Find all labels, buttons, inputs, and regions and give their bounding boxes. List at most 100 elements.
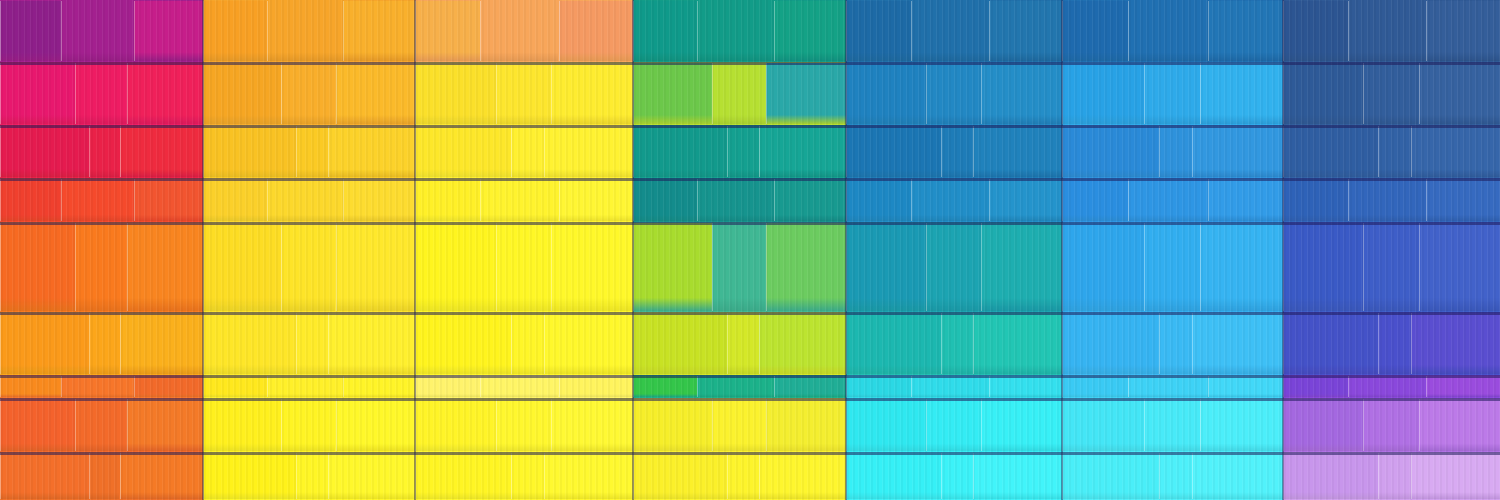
color-cell: [1363, 63, 1418, 124]
color-cell: [727, 313, 759, 374]
color-cell: [697, 179, 774, 221]
color-column-magenta-red-orange: [0, 0, 203, 500]
band-separator: [633, 125, 846, 128]
band-separator: [846, 62, 1062, 65]
color-cell: [846, 313, 941, 374]
color-cell: [1062, 376, 1128, 397]
color-cell: [712, 223, 766, 311]
color-cell: [559, 1, 633, 61]
band-separator: [0, 178, 203, 181]
color-cell: [203, 126, 296, 177]
color-band: [633, 0, 846, 62]
band-separator: [415, 222, 633, 225]
band-separator: [633, 178, 846, 181]
color-cell: [774, 179, 846, 221]
band-separator: [0, 452, 203, 455]
color-cell: [496, 63, 552, 124]
color-band: [1283, 222, 1500, 312]
color-cell: [633, 1, 697, 61]
band-separator: [1283, 125, 1500, 128]
color-band: [1283, 452, 1500, 500]
color-cell: [1192, 453, 1283, 499]
color-cell: [1411, 126, 1500, 177]
color-band: [415, 62, 633, 125]
color-band: [0, 312, 203, 375]
color-cell: [415, 399, 496, 451]
color-cell: [544, 313, 633, 374]
color-cell: [1062, 313, 1159, 374]
color-band: [0, 178, 203, 222]
color-band: [1283, 0, 1500, 62]
color-cell: [0, 1, 61, 61]
color-cell: [415, 63, 496, 124]
color-cell: [1062, 1, 1128, 61]
color-cell: [0, 376, 61, 397]
color-cell: [633, 399, 712, 451]
color-band: [0, 375, 203, 398]
color-band: [633, 178, 846, 222]
color-cell: [1411, 453, 1500, 499]
color-cell: [1159, 313, 1192, 374]
band-separator: [633, 312, 846, 315]
color-band: [633, 452, 846, 500]
color-band: [0, 0, 203, 62]
color-cell: [941, 313, 973, 374]
band-separator: [846, 312, 1062, 315]
color-cell: [75, 399, 127, 451]
color-cell: [89, 313, 119, 374]
color-cell: [1419, 399, 1500, 451]
color-cell: [633, 313, 727, 374]
color-band: [1283, 62, 1500, 125]
color-cell: [697, 376, 774, 397]
color-band: [203, 0, 415, 62]
band-separator: [203, 312, 415, 315]
band-separator: [0, 375, 203, 378]
color-cell: [267, 1, 343, 61]
band-separator: [1283, 312, 1500, 315]
color-cell: [633, 376, 697, 397]
color-band: [846, 312, 1062, 375]
color-cell: [336, 399, 415, 451]
color-cell: [846, 63, 926, 124]
column-divider: [202, 0, 204, 500]
color-cell: [1348, 1, 1426, 61]
color-cell: [973, 453, 1062, 499]
color-cell: [127, 63, 203, 124]
band-separator: [0, 125, 203, 128]
color-cell: [633, 223, 712, 311]
color-cell: [203, 63, 281, 124]
band-separator: [203, 222, 415, 225]
band-separator: [1062, 375, 1283, 378]
color-cell: [480, 1, 558, 61]
color-cell: [296, 313, 328, 374]
color-cell: [941, 126, 973, 177]
color-cell: [1283, 126, 1378, 177]
band-separator: [1062, 398, 1283, 401]
color-cell: [281, 63, 335, 124]
color-cell: [1283, 453, 1378, 499]
color-band: [415, 398, 633, 452]
color-cell: [926, 63, 981, 124]
color-band: [846, 178, 1062, 222]
color-cell: [633, 63, 712, 124]
color-band: [0, 125, 203, 178]
color-cell: [559, 179, 633, 221]
color-cell: [203, 376, 267, 397]
color-band: [415, 452, 633, 500]
band-separator: [203, 62, 415, 65]
color-cell: [336, 63, 415, 124]
band-separator: [203, 125, 415, 128]
color-cell: [1426, 1, 1500, 61]
color-band: [0, 62, 203, 125]
color-cell: [75, 63, 127, 124]
band-separator: [415, 125, 633, 128]
color-cell: [1200, 223, 1283, 311]
band-separator: [1062, 178, 1283, 181]
band-separator: [203, 398, 415, 401]
color-cell: [1426, 376, 1500, 397]
color-cell: [134, 179, 203, 221]
color-band: [1062, 0, 1283, 62]
color-cell: [1062, 399, 1144, 451]
color-cell: [973, 126, 1062, 177]
color-cell: [926, 223, 981, 311]
